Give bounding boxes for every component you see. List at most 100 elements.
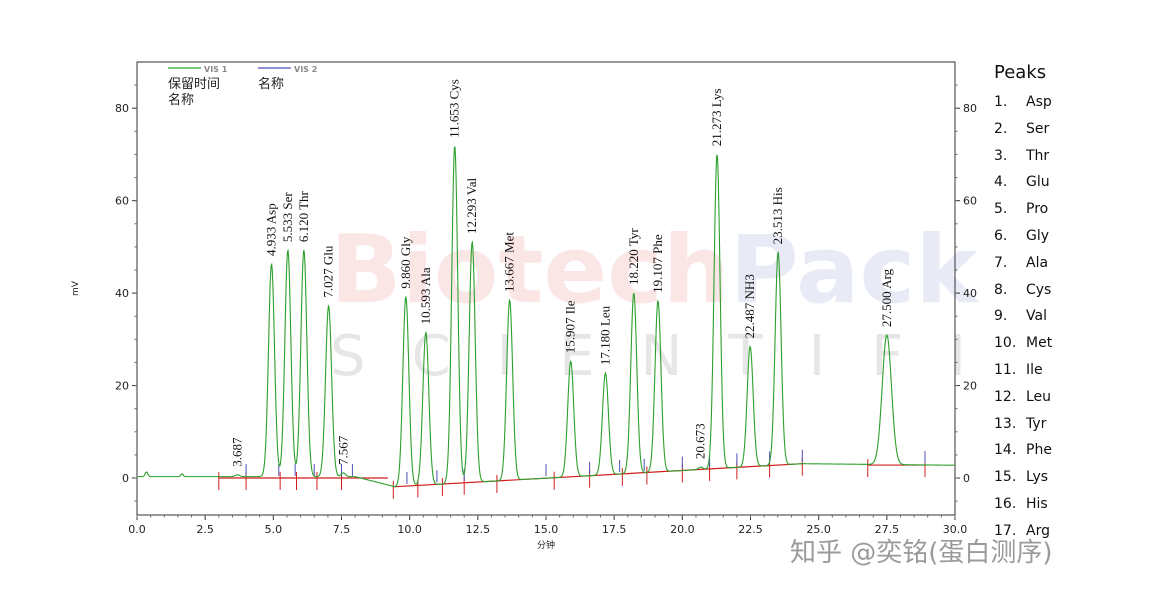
integration-baseline xyxy=(218,449,926,499)
peak-list-item: 4. Glu xyxy=(994,169,1154,196)
peak-list-name: Phe xyxy=(1026,442,1052,459)
peak-list-panel: Peaks 1. Asp 2. Ser 3. Thr 4. Glu 5. Pro 6. Gly 7. Al… xyxy=(994,62,1154,545)
peak-list-number: 7. xyxy=(994,254,1008,271)
peak-list-number: 17. xyxy=(994,522,1017,539)
peak-list-item: 12. Leu xyxy=(994,384,1154,411)
peak-list-name: Ile xyxy=(1026,361,1043,378)
peak-list-item: 17. Arg xyxy=(994,518,1154,545)
peak-label-Lys: 21.273 Lys xyxy=(709,88,724,146)
y-tick-label-left: 0 xyxy=(122,472,129,485)
peak-list-number: 13. xyxy=(994,415,1017,432)
peak-label-Ser: 5.533 Ser xyxy=(280,192,295,243)
peak-list-number: 1. xyxy=(994,94,1008,110)
peak-list-name: Arg xyxy=(1026,522,1050,539)
peak-list-number: 2. xyxy=(994,120,1008,137)
y-tick-label-right: 80 xyxy=(963,102,977,115)
x-axis-title: 分钟 xyxy=(537,539,555,551)
legend-tag-1: VIS 1 xyxy=(204,65,228,74)
peak-label-Met: 13.667 Met xyxy=(502,232,517,292)
peak-label-Tyr: 18.220 Tyr xyxy=(626,228,641,285)
peak-list-name: Tyr xyxy=(1026,415,1047,432)
peak-label-Ile: 15.907 Ile xyxy=(563,300,578,353)
legend-label-1: 保留时间 xyxy=(168,77,220,92)
legend-sublabel-1: 名称 xyxy=(168,92,194,108)
peak-list-item: 11. Ile xyxy=(994,357,1154,384)
watermark-pack: Pack xyxy=(730,216,981,325)
legend-tag-2: VIS 2 xyxy=(294,65,317,74)
x-tick-label: 2.5 xyxy=(196,523,214,536)
peak-label-Glu: 7.027 Glu xyxy=(321,245,336,298)
peak-list-item: 13. Tyr xyxy=(994,411,1154,438)
peak-list: 1. Asp 2. Ser 3. Thr 4. Glu 5. Pro 6. Gly 7. Ala 8. Cys… xyxy=(994,89,1154,545)
peak-list-name: Leu xyxy=(1026,388,1052,405)
peak-list-name: Ser xyxy=(1026,120,1050,137)
x-tick-label: 0.0 xyxy=(128,523,146,536)
peak-list-item: 16. His xyxy=(994,491,1154,518)
peak-label-Val: 12.293 Val xyxy=(464,177,479,233)
x-tick-label: 7.5 xyxy=(333,523,351,536)
x-tick-label: 15.0 xyxy=(534,523,559,536)
peak-list-name: Val xyxy=(1026,308,1047,325)
trace-layer xyxy=(137,146,955,488)
y-axis-title: mV xyxy=(71,280,81,296)
peak-list-name: Asp xyxy=(1026,94,1052,110)
peak-label-NH3: 22.487 NH3 xyxy=(742,274,757,338)
y-tick-label-right: 20 xyxy=(963,380,977,393)
axes: 0.0 2.5 5.0 7.5 10.0 12.5 15.0 17.5 20.0 22.5 25.0… xyxy=(71,61,977,551)
x-tick-label: 22.5 xyxy=(738,523,763,536)
x-tick-label: 17.5 xyxy=(602,523,627,536)
peak-label-Gly: 9.860 Gly xyxy=(398,236,413,289)
peak-list-number: 5. xyxy=(994,201,1008,218)
peak-list-number: 15. xyxy=(994,469,1017,486)
y-tick-label-right: 40 xyxy=(963,287,977,300)
footer-watermark: 知乎 @奕铭(蛋白测序) xyxy=(790,538,1053,568)
y-tick-label-right: 60 xyxy=(963,195,977,208)
x-tick-label: 5.0 xyxy=(265,523,283,536)
peak-list-item: 2. Ser xyxy=(994,116,1154,143)
legend-label-2: 名称 xyxy=(258,76,284,92)
peak-list-number: 14. xyxy=(994,442,1017,459)
peak-list-item: 7. Ala xyxy=(994,250,1154,277)
watermark-biotech-pack: BiotechPack xyxy=(330,216,980,325)
watermark: BiotechPackSCIENTIFIC xyxy=(330,216,990,389)
peak-list-item: 5. Pro xyxy=(994,196,1154,223)
x-tick-label: 12.5 xyxy=(466,523,491,536)
x-tick-label: 20.0 xyxy=(670,523,695,536)
peak-list-item: 10. Met xyxy=(994,330,1154,357)
peak-list-number: 4. xyxy=(994,174,1008,191)
peak-list-number: 10. xyxy=(994,335,1017,352)
peak-label-20.673: 20.673 xyxy=(693,423,708,459)
peak-list-number: 3. xyxy=(994,147,1008,164)
x-tick-label: 30.0 xyxy=(943,523,968,536)
chromatogram-chart: BiotechPackSCIENTIFIC 0.0 2.5 5.0 7.5 10.0 12… xyxy=(71,61,990,551)
peak-list-item: 8. Cys xyxy=(994,277,1154,304)
y-tick-label-left: 60 xyxy=(115,195,129,208)
peak-list-name: Pro xyxy=(1026,201,1049,218)
peak-list-number: 12. xyxy=(994,388,1017,405)
peak-list-title: Peaks xyxy=(994,62,1047,83)
y-tick-label-left: 20 xyxy=(115,380,129,393)
peak-label-7.567: 7.567 xyxy=(335,435,350,465)
peak-list-name: Met xyxy=(1026,335,1053,352)
peak-list-name: Cys xyxy=(1026,281,1052,298)
peak-label-3.687: 3.687 xyxy=(230,437,245,467)
peak-label-Thr: 6.120 Thr xyxy=(296,190,311,242)
peak-list-name: His xyxy=(1026,495,1048,512)
x-tick-label: 10.0 xyxy=(397,523,422,536)
peak-list-number: 11. xyxy=(994,361,1017,378)
peak-list-item: 15. Lys xyxy=(994,464,1154,491)
x-tick-label: 27.5 xyxy=(875,523,900,536)
peak-list-name: Ala xyxy=(1026,254,1049,271)
baseline-segment xyxy=(393,463,803,488)
watermark-biotech: Biotech xyxy=(330,216,730,325)
peak-labels: 3.687 4.933 Asp 5.533 Ser 6.120 Thr 7.027 Gl… xyxy=(230,79,894,467)
peak-list-item: 1. Asp xyxy=(994,89,1154,116)
peak-list-item: 6. Gly xyxy=(994,223,1154,250)
y-tick-label-left: 40 xyxy=(115,287,129,300)
peak-list-name: Lys xyxy=(1026,469,1049,486)
peak-label-Phe: 19.107 Phe xyxy=(650,234,665,293)
peak-label-Arg: 27.500 Arg xyxy=(879,268,894,327)
peak-list-number: 9. xyxy=(994,308,1008,325)
peak-list-item: 3. Thr xyxy=(994,143,1154,170)
